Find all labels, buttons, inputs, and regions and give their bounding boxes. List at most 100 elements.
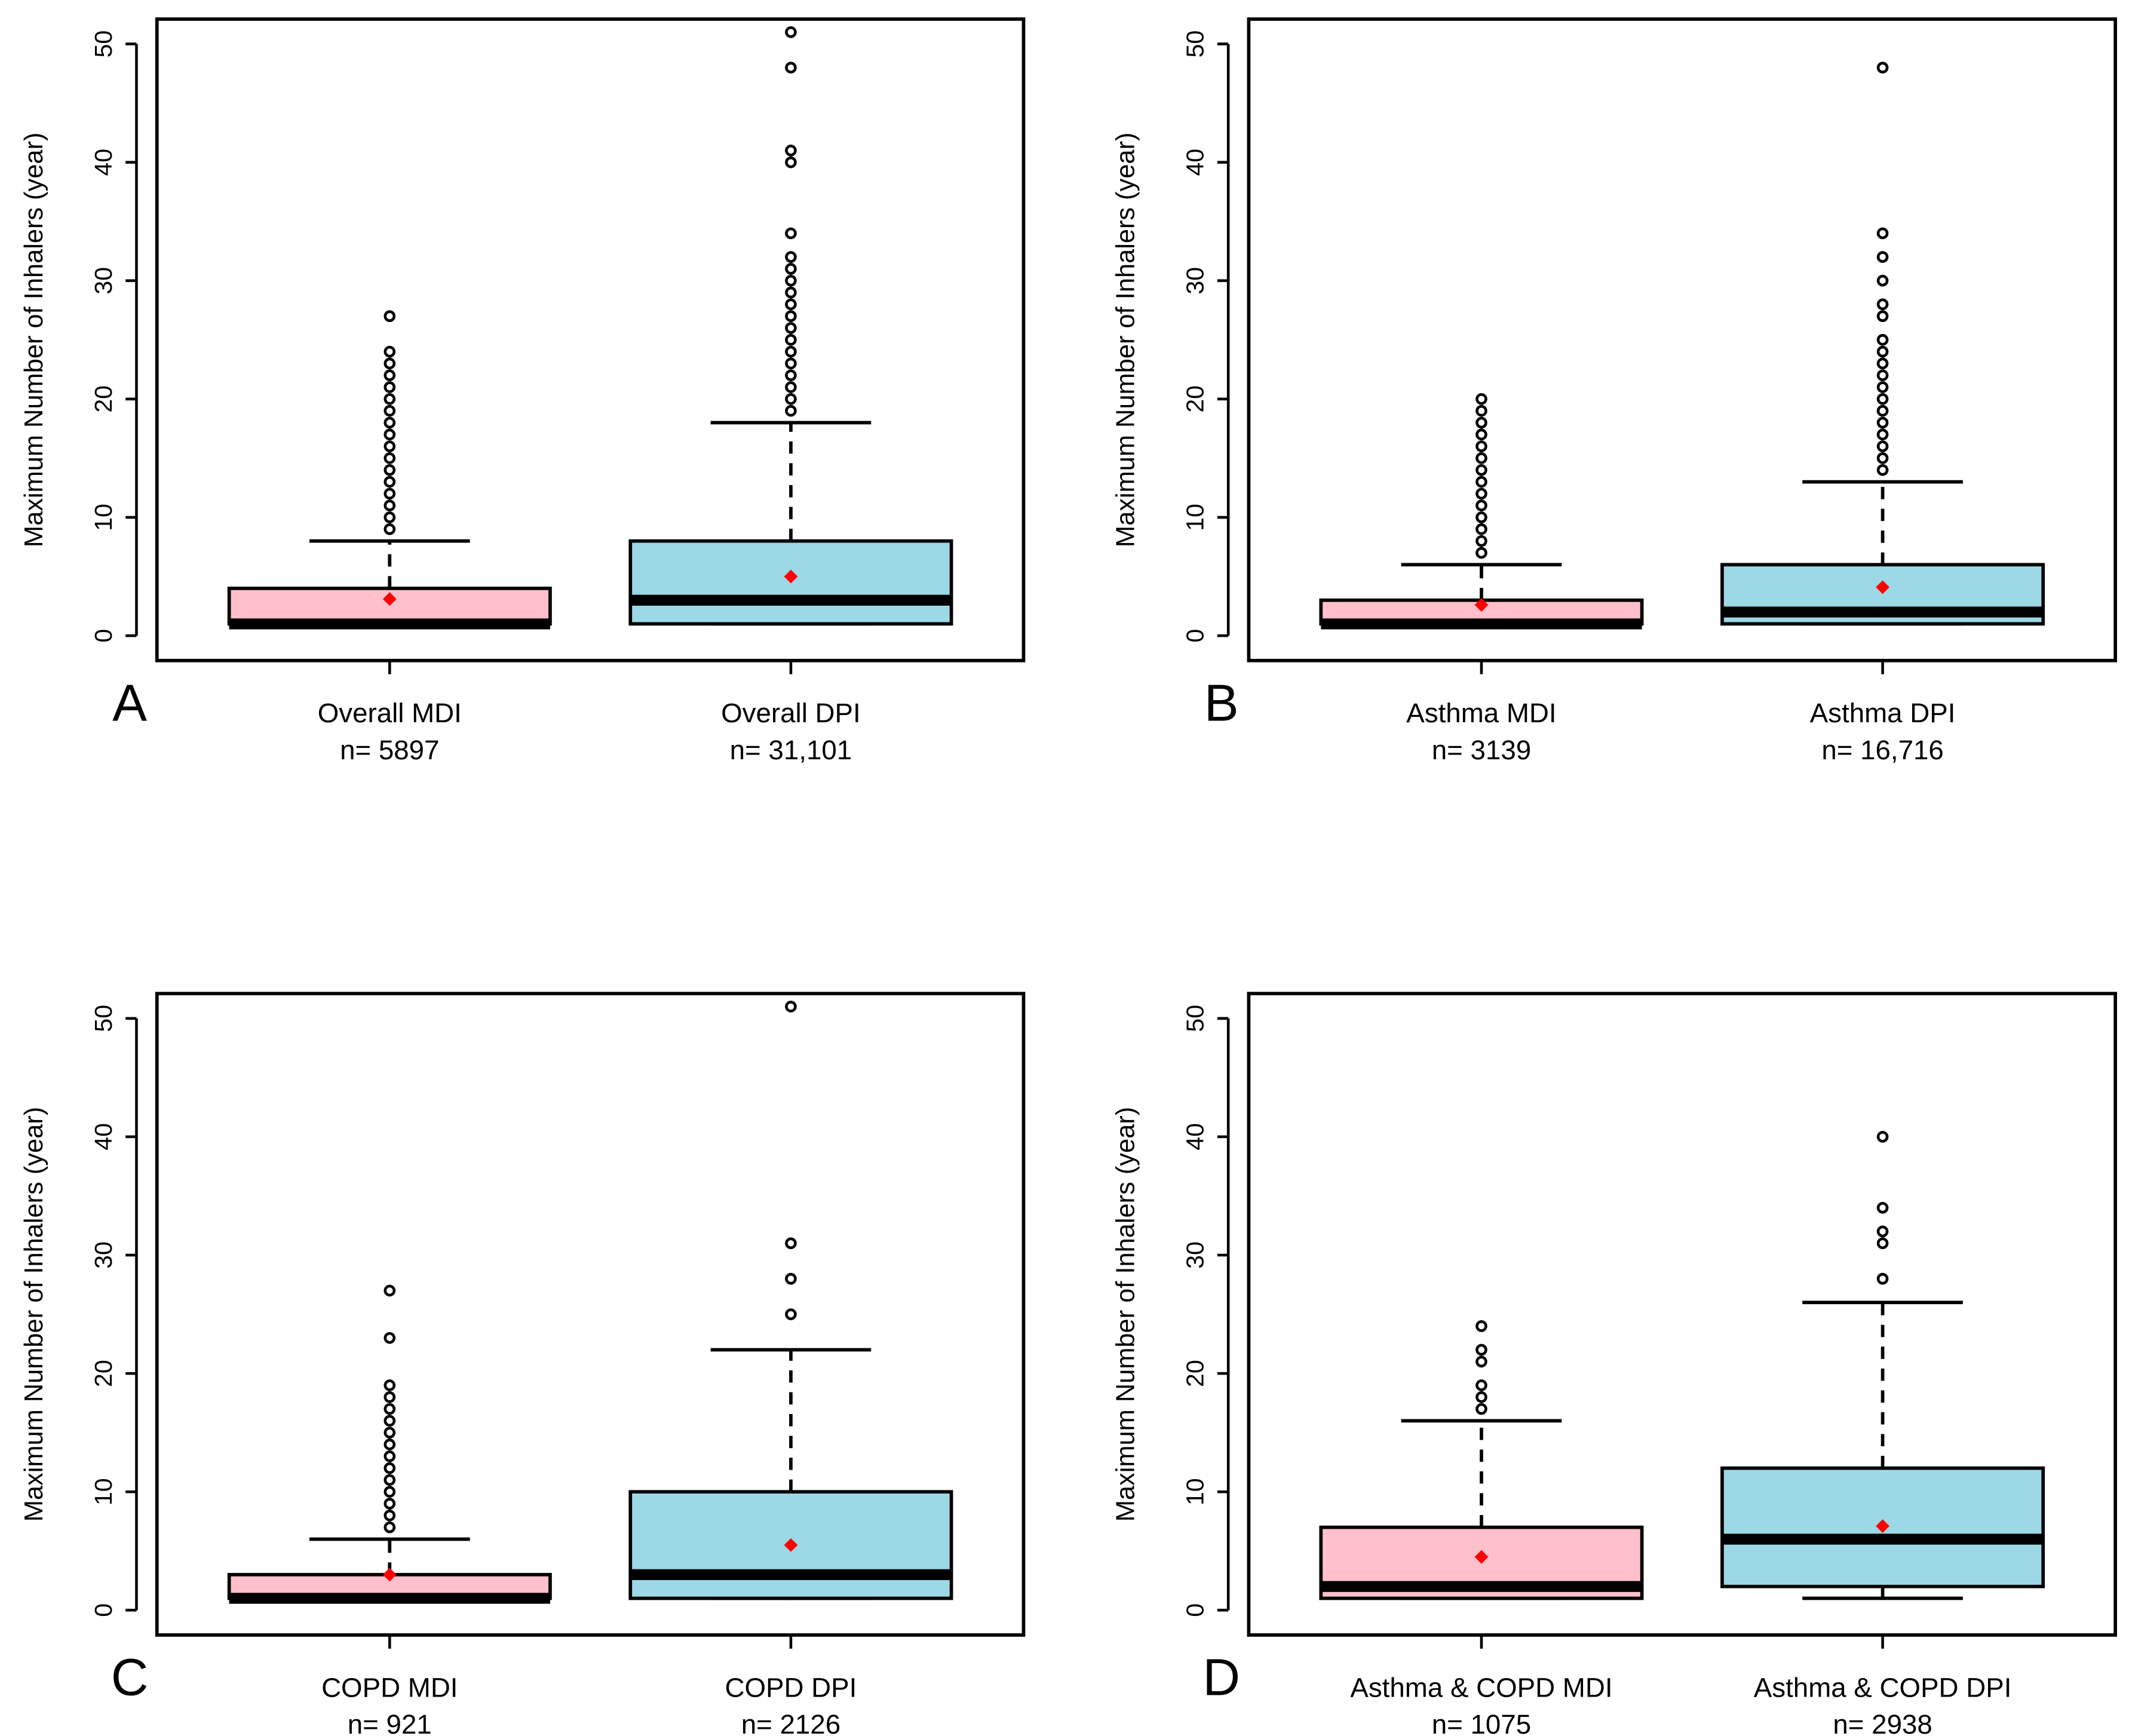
- panel-label: D: [1202, 1649, 1240, 1707]
- outlier: [384, 1439, 396, 1450]
- mean-marker: [1876, 1519, 1890, 1533]
- outlier: [384, 1521, 396, 1533]
- y-tick-label: 30: [1181, 267, 1208, 295]
- outlier: [1475, 523, 1487, 535]
- outlier: [1475, 1403, 1487, 1415]
- mean-marker: [784, 569, 798, 584]
- outlier: [785, 322, 797, 334]
- outlier: [785, 263, 797, 275]
- outlier: [1876, 334, 1889, 346]
- outlier: [1876, 298, 1889, 311]
- outlier: [1876, 310, 1889, 323]
- n-label: n= 2126: [741, 1709, 840, 1736]
- outlier: [1876, 227, 1889, 240]
- outlier: [785, 345, 797, 358]
- y-tick-label: 50: [1181, 1005, 1208, 1032]
- outlier: [785, 286, 797, 299]
- y-axis-label: Maximum Number of Inhalers (year): [20, 1107, 48, 1522]
- outlier: [1475, 428, 1487, 441]
- y-tick-label: 30: [90, 1241, 117, 1269]
- outlier: [1876, 393, 1889, 405]
- x-tick-label: Overall DPI: [721, 698, 861, 728]
- outlier: [384, 1379, 396, 1391]
- y-tick-label: 10: [90, 504, 117, 531]
- outlier: [1475, 1344, 1487, 1356]
- panel-label: A: [112, 674, 147, 732]
- outlier: [384, 1403, 396, 1415]
- y-tick-label: 40: [1181, 1123, 1208, 1151]
- outlier: [785, 357, 797, 370]
- mean-marker: [382, 1568, 397, 1582]
- outlier: [1475, 440, 1487, 452]
- outlier: [384, 1486, 396, 1498]
- y-tick-label: 40: [90, 149, 117, 176]
- outlier: [785, 1308, 797, 1320]
- y-tick-label: 0: [1181, 1603, 1208, 1617]
- y-tick-label: 0: [90, 1603, 117, 1617]
- outlier: [384, 1332, 396, 1344]
- n-label: n= 5897: [340, 735, 439, 765]
- outlier: [785, 274, 797, 287]
- outlier: [1876, 1272, 1889, 1285]
- outlier: [1475, 452, 1487, 464]
- outlier: [785, 1001, 797, 1013]
- outlier: [384, 428, 396, 441]
- y-tick-label: 40: [1181, 149, 1208, 176]
- outlier: [384, 1450, 396, 1462]
- outlier: [1475, 393, 1487, 405]
- mean-marker: [382, 592, 397, 606]
- outlier: [384, 1391, 396, 1403]
- outlier: [1475, 416, 1487, 429]
- mean-marker: [1876, 580, 1890, 594]
- x-tick-label: Asthma MDI: [1406, 698, 1556, 728]
- y-tick-label: 0: [1181, 629, 1208, 643]
- outlier: [1876, 428, 1889, 441]
- outlier: [384, 1427, 396, 1439]
- x-tick-label: COPD DPI: [725, 1672, 857, 1703]
- x-tick-label: Overall MDI: [318, 698, 462, 728]
- plot-frame: [1247, 17, 2117, 662]
- outlier: [785, 1272, 797, 1285]
- y-tick-label: 0: [90, 629, 117, 643]
- y-tick-label: 30: [1181, 1241, 1208, 1269]
- outlier: [1876, 381, 1889, 393]
- y-tick-label: 20: [1181, 385, 1208, 413]
- outlier: [384, 416, 396, 429]
- plot-frame: [155, 992, 1026, 1637]
- outlier: [384, 357, 396, 370]
- outlier: [1475, 499, 1487, 512]
- outlier: [384, 393, 396, 405]
- outlier: [785, 298, 797, 311]
- outlier: [1876, 440, 1889, 452]
- outlier: [785, 156, 797, 168]
- outlier: [785, 404, 797, 417]
- outlier: [384, 440, 396, 452]
- y-axis-label: Maximum Number of Inhalers (year): [1112, 133, 1140, 547]
- outlier: [785, 334, 797, 346]
- outlier: [1475, 1320, 1487, 1332]
- y-tick-label: 50: [90, 30, 117, 58]
- y-axis-label: Maximum Number of Inhalers (year): [20, 133, 48, 547]
- outlier: [1876, 62, 1889, 74]
- n-label: n= 2938: [1833, 1709, 1932, 1736]
- outlier: [785, 251, 797, 263]
- y-tick-label: 40: [90, 1123, 117, 1151]
- panel-label: C: [111, 1649, 149, 1707]
- outlier: [1475, 535, 1487, 547]
- panel: 0 10 20 30 40 50 Maximum Number of Inhalers (y…: [20, 17, 1026, 765]
- n-label: n= 1075: [1432, 1709, 1531, 1736]
- outlier: [384, 487, 396, 500]
- panel: 0 10 20 30 40 50 Maximum Number of Inhalers (y…: [20, 992, 1026, 1736]
- outlier: [1876, 251, 1889, 263]
- y-tick-label: 30: [90, 267, 117, 295]
- outlier: [384, 499, 396, 512]
- outlier: [785, 145, 797, 157]
- outlier: [384, 1284, 396, 1297]
- outlier: [1475, 1355, 1487, 1368]
- outlier: [384, 523, 396, 535]
- outlier: [1475, 1391, 1487, 1403]
- outlier: [384, 464, 396, 476]
- n-label: n= 3139: [1432, 735, 1531, 765]
- y-tick-label: 20: [90, 1360, 117, 1387]
